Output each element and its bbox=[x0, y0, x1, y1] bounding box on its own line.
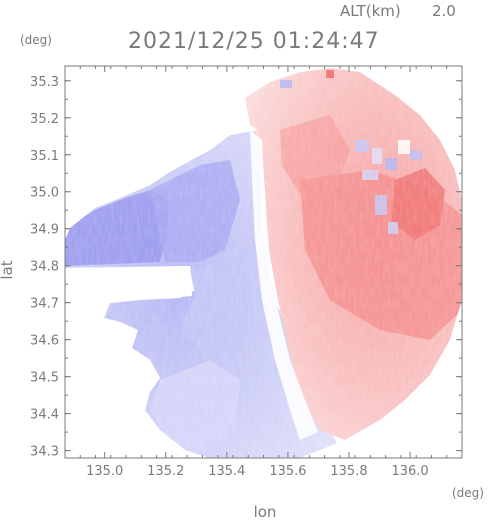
x-tick-label: 135.4 bbox=[208, 464, 245, 479]
y-tick-label: 34.4 bbox=[30, 408, 59, 423]
x-tick-label: 135.0 bbox=[86, 464, 123, 479]
y-tick-label: 35.1 bbox=[30, 149, 59, 164]
altitude-value: 2.0 bbox=[432, 2, 456, 20]
y-tick-label: 34.6 bbox=[30, 334, 59, 349]
y-tick-label: 34.5 bbox=[30, 371, 59, 386]
chart-title: 2021/12/25 01:24:47 bbox=[128, 29, 380, 54]
y-axis-label: lat bbox=[0, 260, 16, 279]
altitude-label: ALT(km) bbox=[340, 2, 401, 20]
y-tick-label: 35.2 bbox=[30, 112, 59, 127]
x-tick-label: 136.0 bbox=[391, 464, 428, 479]
y-tick-label: 34.9 bbox=[30, 223, 59, 238]
x-tick-label: 135.2 bbox=[147, 464, 184, 479]
y-tick-label: 34.3 bbox=[30, 445, 59, 460]
axis-ticks: 135.0 135.2 135.4 135.6 135.8 136.0 34.3 34.4 34… bbox=[30, 66, 462, 479]
y-tick-label: 34.7 bbox=[30, 297, 59, 312]
y-tick-label: 35.3 bbox=[30, 75, 59, 90]
x-axis-unit: (deg) bbox=[452, 486, 484, 500]
y-tick-label: 34.8 bbox=[30, 260, 59, 275]
radar-field bbox=[65, 66, 462, 458]
x-axis-label: lon bbox=[254, 503, 277, 521]
x-tick-label: 135.8 bbox=[330, 464, 367, 479]
y-axis-unit: (deg) bbox=[20, 33, 52, 47]
y-tick-label: 35.0 bbox=[30, 186, 59, 201]
x-tick-label: 135.6 bbox=[269, 464, 306, 479]
